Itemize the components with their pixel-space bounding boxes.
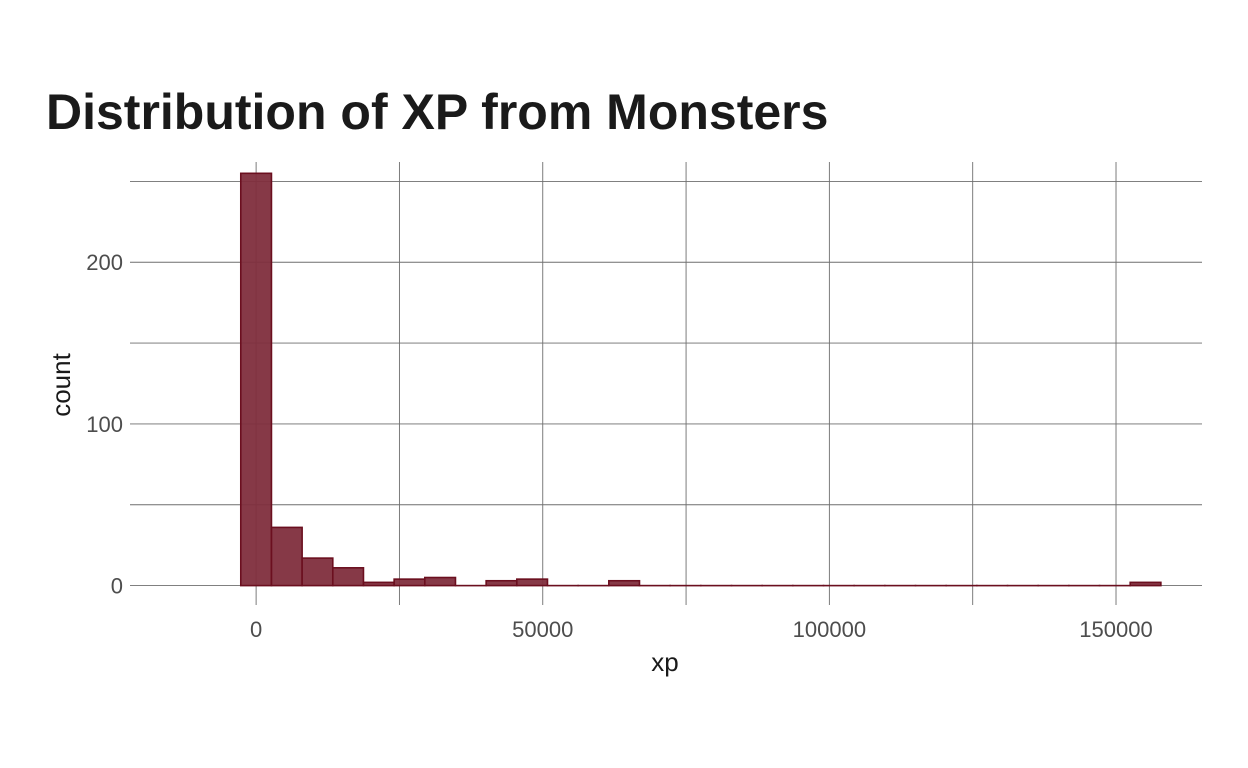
histogram-bar <box>393 578 426 587</box>
x-tick-label: 50000 <box>512 617 573 642</box>
x-tick-label: 0 <box>250 617 262 642</box>
y-tick-label: 0 <box>111 574 123 599</box>
histogram-bar <box>485 579 518 587</box>
histogram-bar <box>362 581 395 587</box>
x-tick-label: 150000 <box>1079 617 1152 642</box>
y-axis-label: count <box>46 352 76 416</box>
histogram-bar <box>301 557 334 587</box>
histogram-bar <box>270 526 303 587</box>
histogram-bar <box>1129 581 1162 587</box>
histogram-bar <box>239 172 273 587</box>
y-tick-label: 200 <box>86 250 123 275</box>
histogram-bar <box>423 576 457 587</box>
y-tick-label: 100 <box>86 412 123 437</box>
histogram-bar <box>331 567 365 587</box>
histogram-bar <box>608 579 641 587</box>
chart-title: Distribution of XP from Monsters <box>46 84 828 140</box>
y-axis-tick-labels: 0 100 200 <box>86 250 123 598</box>
x-tick-label: 100000 <box>793 617 866 642</box>
x-axis-tick-labels: 0 50000 100000 150000 <box>250 617 1153 642</box>
histogram-bars <box>239 172 1162 587</box>
x-axis-label: xp <box>651 647 678 677</box>
histogram-bar <box>516 578 549 587</box>
grid-lines <box>130 162 1202 605</box>
